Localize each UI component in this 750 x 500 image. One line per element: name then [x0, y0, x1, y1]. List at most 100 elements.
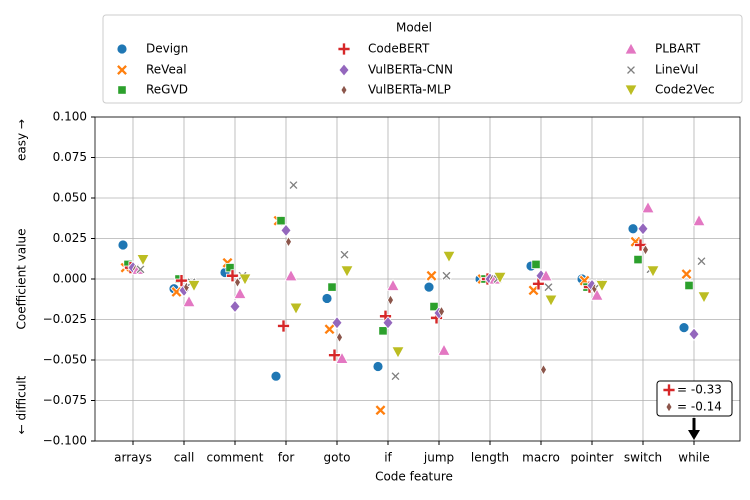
data-point	[390, 371, 401, 382]
data-point	[678, 322, 690, 334]
data-point	[170, 285, 183, 299]
data-point	[532, 277, 545, 291]
data-point	[688, 327, 700, 341]
data-point	[634, 238, 647, 252]
arrow-head	[688, 430, 700, 440]
y-bottom-label: ← difficult	[15, 375, 29, 434]
legend-marker	[624, 42, 638, 55]
annotation-marker	[662, 383, 676, 397]
data-point	[438, 305, 445, 318]
y-tick-label: −0.100	[43, 434, 87, 448]
y-top-label: easy →	[15, 119, 29, 161]
annotation-label: = -0.14	[677, 400, 722, 414]
legend-label: Code2Vec	[655, 83, 715, 97]
annotation-label: = -0.33	[677, 383, 722, 397]
data-point	[336, 331, 343, 344]
y-tick-label: 0.000	[53, 272, 87, 286]
y-tick-label: 0.100	[53, 110, 87, 124]
data-point	[387, 294, 394, 306]
data-point	[270, 370, 282, 382]
legend-title: Model	[396, 21, 432, 35]
data-point	[642, 244, 649, 256]
data-point	[627, 223, 639, 235]
data-point	[527, 284, 540, 297]
data-point	[684, 280, 694, 291]
data-point	[374, 404, 387, 417]
data-point	[238, 273, 252, 286]
data-point	[441, 270, 452, 281]
x-tick-label: while	[678, 451, 709, 465]
data-point	[531, 259, 541, 270]
y-tick-label: −0.075	[43, 393, 87, 407]
data-point	[633, 254, 643, 265]
data-point	[288, 179, 299, 191]
x-tick-label: length	[471, 451, 509, 465]
y-tick-label: 0.025	[53, 231, 87, 245]
data-point	[378, 326, 388, 336]
legend-marker	[337, 42, 351, 56]
legend-label: ReGVD	[146, 83, 188, 97]
data-point	[697, 291, 711, 304]
data-point	[321, 293, 333, 304]
data-point	[391, 346, 405, 359]
data-point	[637, 222, 649, 236]
legend-marker	[115, 63, 129, 77]
data-point	[386, 278, 400, 291]
data-point	[442, 250, 456, 264]
legend-label: CodeBERT	[368, 42, 430, 56]
data-point	[289, 302, 303, 315]
x-tick-label: goto	[323, 451, 350, 465]
data-point	[327, 282, 337, 292]
legend-marker	[340, 84, 348, 96]
data-point	[543, 282, 554, 293]
x-tick-label: switch	[624, 451, 662, 465]
data-point	[276, 216, 286, 226]
data-point	[539, 268, 553, 282]
data-point	[284, 268, 298, 282]
data-point	[437, 343, 451, 356]
x-tick-label: jump	[423, 451, 454, 465]
y-tick-label: 0.050	[53, 191, 87, 205]
x-tick-label: if	[384, 451, 392, 465]
data-point	[280, 223, 292, 238]
data-point	[277, 319, 290, 333]
legend-label: ReVeal	[146, 63, 187, 77]
data-point	[331, 316, 343, 330]
y-axis-label: Coefficient value	[15, 229, 29, 330]
data-point	[590, 288, 604, 301]
data-point	[117, 239, 129, 251]
legend-marker	[117, 85, 127, 95]
y-tick-label: 0.075	[53, 150, 87, 164]
annotation-box	[656, 380, 733, 417]
x-tick-label: pointer	[571, 451, 614, 465]
data-point	[335, 351, 349, 364]
x-tick-label: call	[174, 451, 195, 465]
data-point	[692, 213, 706, 227]
data-point	[339, 249, 350, 260]
data-point	[382, 316, 394, 330]
data-point	[340, 265, 354, 278]
x-tick-label: macro	[522, 451, 560, 465]
annotation-marker	[665, 401, 673, 413]
data-point	[229, 299, 241, 314]
data-point	[285, 235, 292, 248]
data-point	[225, 263, 235, 273]
y-tick-label: −0.050	[43, 353, 87, 367]
data-point	[595, 280, 609, 293]
legend-box	[102, 14, 743, 104]
data-point	[696, 256, 707, 267]
data-point	[182, 294, 196, 308]
legend-label: VulBERTa-MLP	[368, 83, 451, 97]
legend-marker	[116, 43, 128, 55]
data-point	[328, 348, 341, 362]
data-point	[423, 281, 435, 293]
legend-label: VulBERTa-CNN	[368, 63, 453, 77]
legend-label: Devign	[146, 42, 188, 56]
data-point	[425, 269, 438, 282]
data-point	[429, 301, 439, 312]
data-point	[372, 361, 384, 372]
legend-label: LineVul	[655, 63, 698, 77]
data-point	[187, 280, 201, 293]
legend-marker	[625, 64, 637, 76]
x-tick-label: arrays	[114, 451, 152, 465]
